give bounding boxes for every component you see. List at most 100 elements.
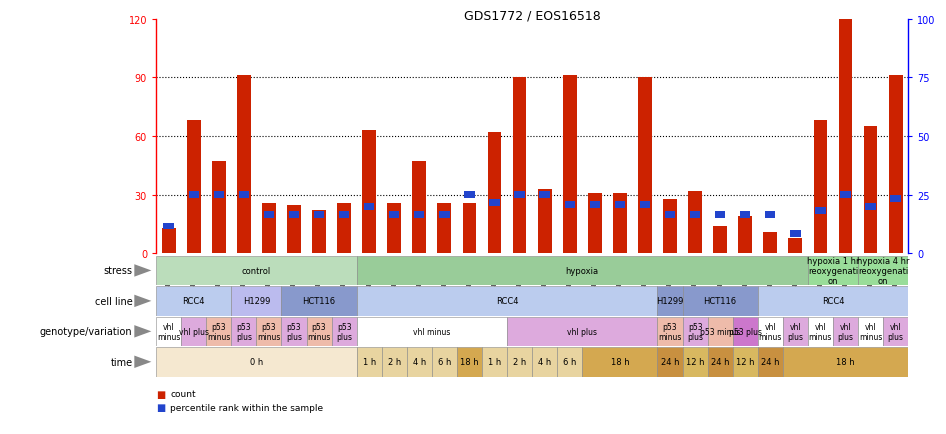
Bar [532, 347, 557, 377]
Text: vhl
plus: vhl plus [887, 322, 903, 341]
Bar [186, 121, 201, 254]
Bar [289, 211, 299, 218]
Bar [439, 211, 449, 218]
Text: 12 h: 12 h [736, 358, 755, 366]
Text: 18 h: 18 h [460, 358, 479, 366]
Text: p53
minus: p53 minus [257, 322, 281, 341]
Bar [156, 256, 357, 286]
Bar [563, 76, 577, 254]
Text: genotype/variation: genotype/variation [40, 327, 132, 336]
Text: 1 h: 1 h [362, 358, 376, 366]
Bar [364, 204, 375, 210]
Bar [765, 211, 776, 218]
Bar [788, 238, 802, 254]
Bar [663, 199, 677, 254]
Bar [156, 286, 231, 316]
Text: ■: ■ [156, 389, 166, 399]
Polygon shape [134, 295, 151, 307]
Text: 2 h: 2 h [513, 358, 526, 366]
Bar [431, 347, 457, 377]
Text: 12 h: 12 h [686, 358, 705, 366]
Bar [238, 192, 249, 199]
Bar [287, 205, 301, 254]
Text: HCT116: HCT116 [704, 297, 737, 306]
Bar [690, 211, 700, 218]
Bar [407, 347, 431, 377]
Bar [206, 317, 231, 346]
Text: RCC4: RCC4 [183, 297, 205, 306]
Bar [357, 347, 382, 377]
Bar [758, 317, 782, 346]
Text: p53
plus: p53 plus [687, 322, 703, 341]
Text: 0 h: 0 h [250, 358, 263, 366]
Bar [866, 204, 876, 210]
Bar [665, 211, 675, 218]
Text: cell line: cell line [95, 296, 132, 306]
Bar [515, 192, 525, 199]
Bar [890, 196, 901, 203]
Text: p53
plus: p53 plus [286, 322, 302, 341]
Bar [489, 200, 499, 207]
Bar [232, 317, 256, 346]
Bar [758, 347, 782, 377]
Bar [482, 347, 507, 377]
Text: p53
minus: p53 minus [658, 322, 682, 341]
Text: RCC4: RCC4 [822, 297, 844, 306]
Text: hypoxia 4 hr
reoxygenati
on: hypoxia 4 hr reoxygenati on [857, 256, 909, 285]
Text: 1 h: 1 h [488, 358, 501, 366]
Text: hypoxia: hypoxia [566, 266, 599, 275]
Bar [688, 191, 702, 254]
Bar [884, 317, 908, 346]
Text: H1299: H1299 [243, 297, 270, 306]
Text: 6 h: 6 h [438, 358, 451, 366]
Bar [362, 131, 377, 254]
Bar [715, 211, 726, 218]
Bar [763, 232, 778, 254]
Bar [657, 347, 683, 377]
Bar [314, 211, 324, 218]
Text: vhl plus: vhl plus [568, 327, 597, 336]
Bar [738, 217, 752, 254]
Bar [582, 347, 657, 377]
Bar [463, 203, 477, 254]
Text: hypoxia 1 hr
reoxygenati
on: hypoxia 1 hr reoxygenati on [807, 256, 859, 285]
Text: stress: stress [103, 266, 132, 276]
Text: HCT116: HCT116 [303, 297, 336, 306]
Bar [262, 203, 276, 254]
Bar [156, 347, 357, 377]
Bar [758, 286, 908, 316]
Text: percentile rank within the sample: percentile rank within the sample [170, 403, 324, 411]
Text: vhl minus: vhl minus [413, 327, 450, 336]
Bar [513, 78, 527, 254]
Text: 18 h: 18 h [836, 358, 855, 366]
Bar [683, 347, 708, 377]
Bar [732, 317, 758, 346]
Bar [790, 231, 800, 238]
Text: p53
plus: p53 plus [336, 322, 352, 341]
Polygon shape [134, 265, 151, 277]
Bar [657, 317, 683, 346]
Bar [838, 20, 852, 254]
Bar [232, 286, 282, 316]
Bar [782, 317, 808, 346]
Bar [638, 78, 652, 254]
Text: p53
plus: p53 plus [236, 322, 252, 341]
Bar [565, 202, 575, 208]
Bar [732, 347, 758, 377]
Bar [312, 211, 326, 254]
Bar [282, 286, 357, 316]
Bar [337, 203, 351, 254]
Text: count: count [170, 390, 196, 398]
Bar [814, 121, 828, 254]
Bar [264, 211, 274, 218]
Bar [457, 347, 482, 377]
Text: control: control [242, 266, 271, 275]
Text: vhl
minus: vhl minus [759, 322, 782, 341]
Text: H1299: H1299 [657, 297, 684, 306]
Bar [864, 127, 878, 254]
Bar [164, 223, 174, 230]
Text: p53
minus: p53 minus [307, 322, 331, 341]
Polygon shape [134, 326, 151, 338]
Bar [808, 256, 858, 286]
Bar [782, 347, 908, 377]
